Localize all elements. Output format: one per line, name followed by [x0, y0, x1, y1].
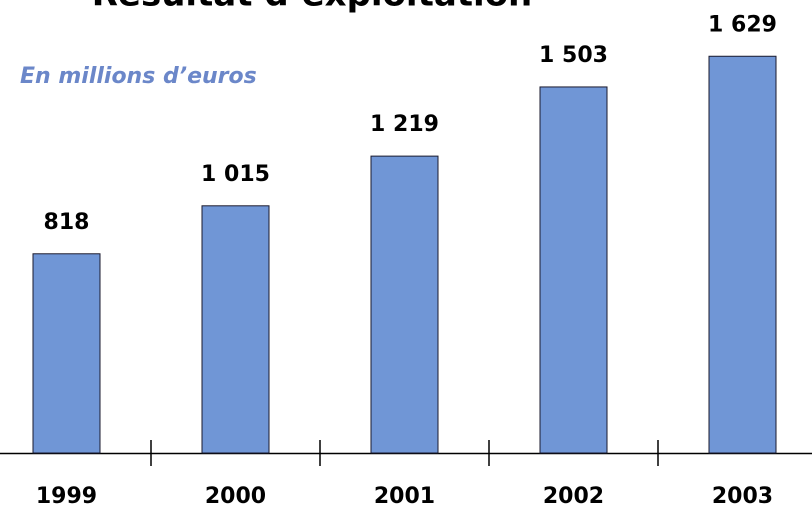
- x-tick-label: 1999: [36, 484, 97, 509]
- chart-subtitle: En millions d’euros: [20, 64, 257, 89]
- chart-title: Résultat d’exploitation: [92, 0, 533, 15]
- x-tick-label: 2000: [205, 484, 266, 509]
- bar: [32, 253, 101, 454]
- x-tick-label: 2001: [374, 484, 435, 509]
- value-label: 1 629: [708, 12, 777, 37]
- value-label: 1 219: [370, 112, 439, 137]
- value-label: 1 015: [201, 162, 270, 187]
- x-tick-label: 2003: [712, 484, 773, 509]
- bar: [201, 205, 270, 454]
- value-label: 818: [44, 210, 90, 235]
- bar: [370, 155, 439, 454]
- x-tick-label: 2002: [543, 484, 604, 509]
- value-label: 1 503: [539, 43, 608, 68]
- bar: [539, 86, 608, 454]
- bar: [708, 55, 777, 454]
